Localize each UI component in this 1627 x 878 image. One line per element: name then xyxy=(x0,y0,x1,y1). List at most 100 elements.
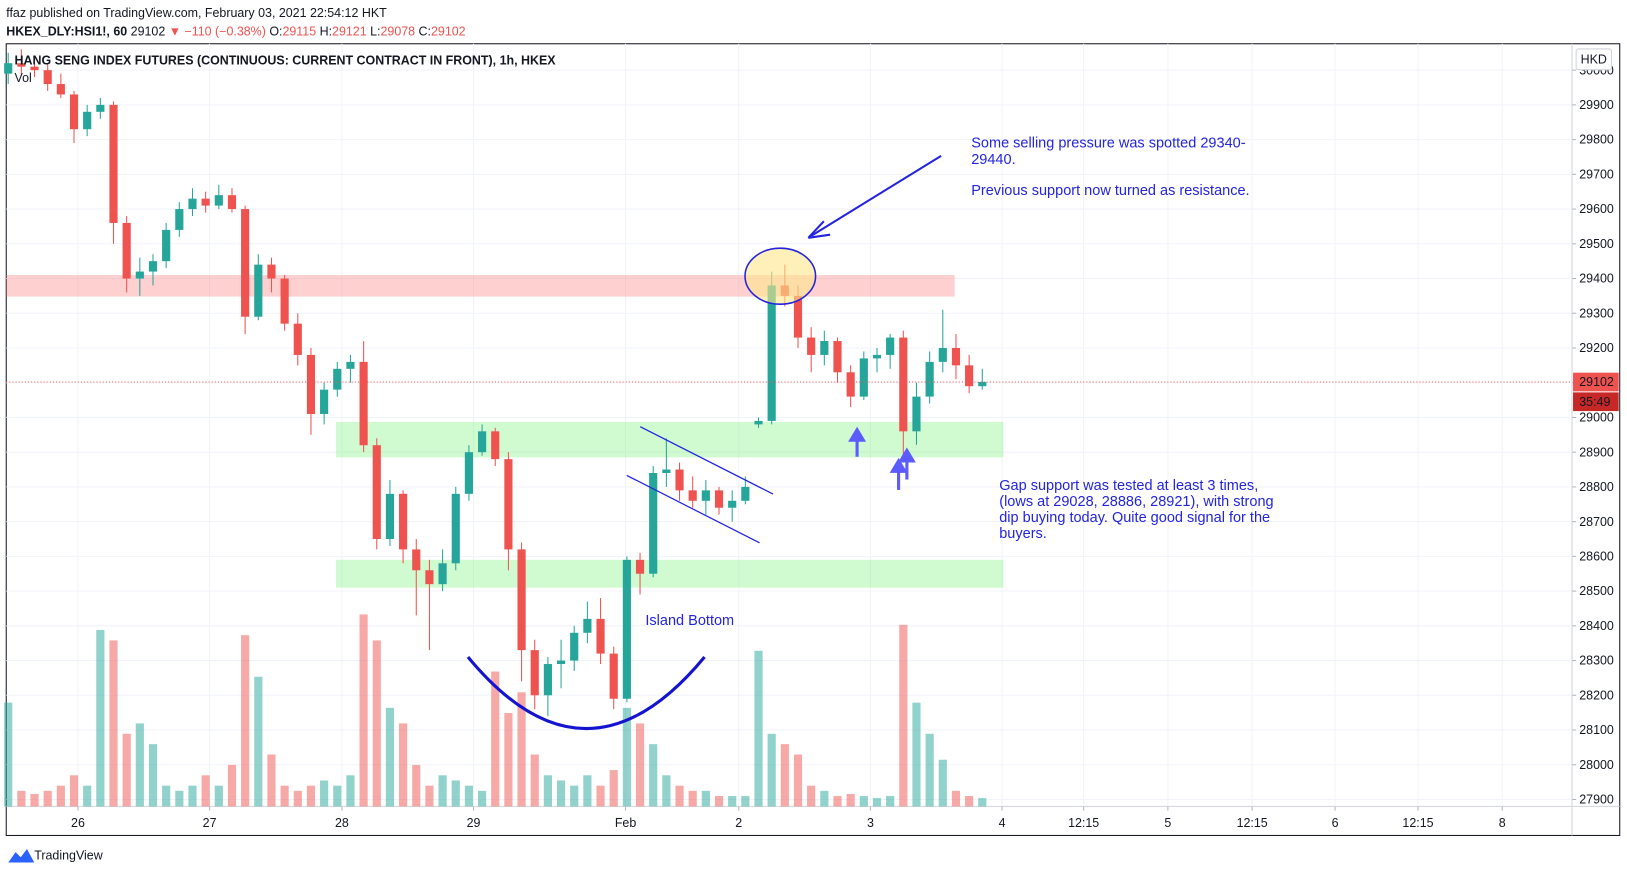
x-tick-label: 12:15 xyxy=(1402,816,1433,830)
annotation-line: dip buying today. Quite good signal for … xyxy=(999,510,1270,526)
candle-body xyxy=(425,570,434,585)
annotation-line: (lows at 29028, 28886, 28921), with stro… xyxy=(999,494,1273,510)
up-arrow-head xyxy=(889,457,908,473)
brand: TradingView xyxy=(34,848,103,862)
x-tick-label: 12:15 xyxy=(1068,816,1099,830)
x-tick-label: 8 xyxy=(1499,816,1506,830)
y-tick-label: 29200 xyxy=(1579,341,1614,355)
candle-body xyxy=(872,354,882,359)
volume-bar xyxy=(925,733,934,807)
x-tick-label: 5 xyxy=(1164,816,1171,830)
x-tick-label: 3 xyxy=(867,816,874,830)
candle-body xyxy=(135,271,144,279)
x-tick-label: 2 xyxy=(735,816,742,830)
volume-bar xyxy=(754,650,763,807)
volume-bar xyxy=(175,790,184,807)
candle-body xyxy=(148,261,158,272)
ohlc-value: 29121 xyxy=(332,24,367,38)
y-tick-label: 28000 xyxy=(1579,758,1614,772)
chart-title: HANG SENG INDEX FUTURES (CONTINUOUS: CUR… xyxy=(15,54,557,68)
x-tick-label: 4 xyxy=(999,816,1006,830)
candle-body xyxy=(978,382,987,387)
y-tick-label: 29500 xyxy=(1579,237,1614,251)
volume-bar xyxy=(306,785,316,807)
annotation-line: 29440. xyxy=(971,152,1015,168)
candle-body xyxy=(833,341,842,373)
highlight-ellipse xyxy=(744,247,817,305)
ohlc-label: O: xyxy=(269,24,282,38)
volume-bar xyxy=(978,798,987,807)
volume-bar xyxy=(56,785,65,807)
volume-bar xyxy=(899,624,908,807)
candle-body xyxy=(359,361,368,446)
volume-bar xyxy=(728,796,737,807)
volumes xyxy=(4,614,987,807)
ohlc-label: C: xyxy=(419,24,431,38)
volume-bar xyxy=(96,630,105,807)
candle-body xyxy=(267,264,276,279)
volume-bar xyxy=(938,759,947,807)
x-tick-label: 6 xyxy=(1332,816,1339,830)
countdown-label: 35:49 xyxy=(1579,395,1610,409)
candle-body xyxy=(807,337,816,355)
volume-bar xyxy=(714,796,724,807)
y-tick-label: 28600 xyxy=(1579,550,1614,564)
candle-body xyxy=(886,337,895,355)
y-tick-label: 28100 xyxy=(1579,723,1614,737)
ohlc-value: 29102 xyxy=(431,24,466,38)
grid xyxy=(6,43,1573,807)
volume-bar xyxy=(912,702,921,807)
candle-body xyxy=(925,361,934,397)
volume-label: Vol xyxy=(15,71,32,85)
candle-body xyxy=(451,493,460,564)
candle-body xyxy=(530,650,539,696)
volume-bar xyxy=(17,790,26,807)
volume-bar xyxy=(69,775,79,807)
volume-bar xyxy=(635,723,645,807)
candle-body xyxy=(56,84,65,95)
symbol: HKEX_DLY:HSI1!, 60 xyxy=(6,24,127,38)
volume-bar xyxy=(504,713,513,807)
volume-bar xyxy=(649,744,658,807)
candle-body xyxy=(372,445,381,539)
candle-body xyxy=(899,337,908,432)
candle-body xyxy=(517,549,526,651)
candle-body xyxy=(570,632,579,661)
candle-body xyxy=(675,469,684,491)
volume-bar xyxy=(385,707,395,807)
y-tick-label: 29300 xyxy=(1579,306,1614,320)
volume-bar xyxy=(280,785,289,807)
y-tick-label: 28400 xyxy=(1579,619,1614,633)
ohlc-value: 29078 xyxy=(380,24,415,38)
annotation: Gap support was tested at least 3 times,… xyxy=(999,478,1273,542)
candle-body xyxy=(491,431,500,460)
annotation: Island Bottom xyxy=(645,613,734,629)
volume-bar xyxy=(30,793,39,807)
volume-bar xyxy=(859,796,868,807)
volume-bar xyxy=(122,733,131,807)
candle-body xyxy=(214,195,223,206)
ohlc-label: H: xyxy=(320,24,332,38)
volume-bar xyxy=(464,785,473,807)
candle-body xyxy=(662,469,671,474)
candle-body xyxy=(820,341,829,355)
volume-bar xyxy=(872,798,882,807)
y-tick-label: 28800 xyxy=(1579,480,1614,494)
candle-body xyxy=(793,295,803,338)
volume-bar xyxy=(346,775,355,807)
x-tick-label: Feb xyxy=(615,816,637,830)
change: −110 (−0.38%) xyxy=(185,24,266,38)
channel-line xyxy=(639,426,774,495)
countdown-box xyxy=(1573,392,1619,412)
candle-body xyxy=(912,396,921,432)
candle-body xyxy=(556,660,566,665)
y-tick-label: 28300 xyxy=(1579,654,1614,668)
y-tick-label: 28500 xyxy=(1579,584,1614,598)
arrow-line xyxy=(810,154,942,237)
candle-body xyxy=(688,490,697,501)
candle-body xyxy=(254,264,263,317)
y-tick-label: 29700 xyxy=(1579,167,1614,181)
volume-bar xyxy=(530,754,539,807)
volume-bar xyxy=(741,796,750,807)
x-tick-label: 27 xyxy=(203,816,217,830)
